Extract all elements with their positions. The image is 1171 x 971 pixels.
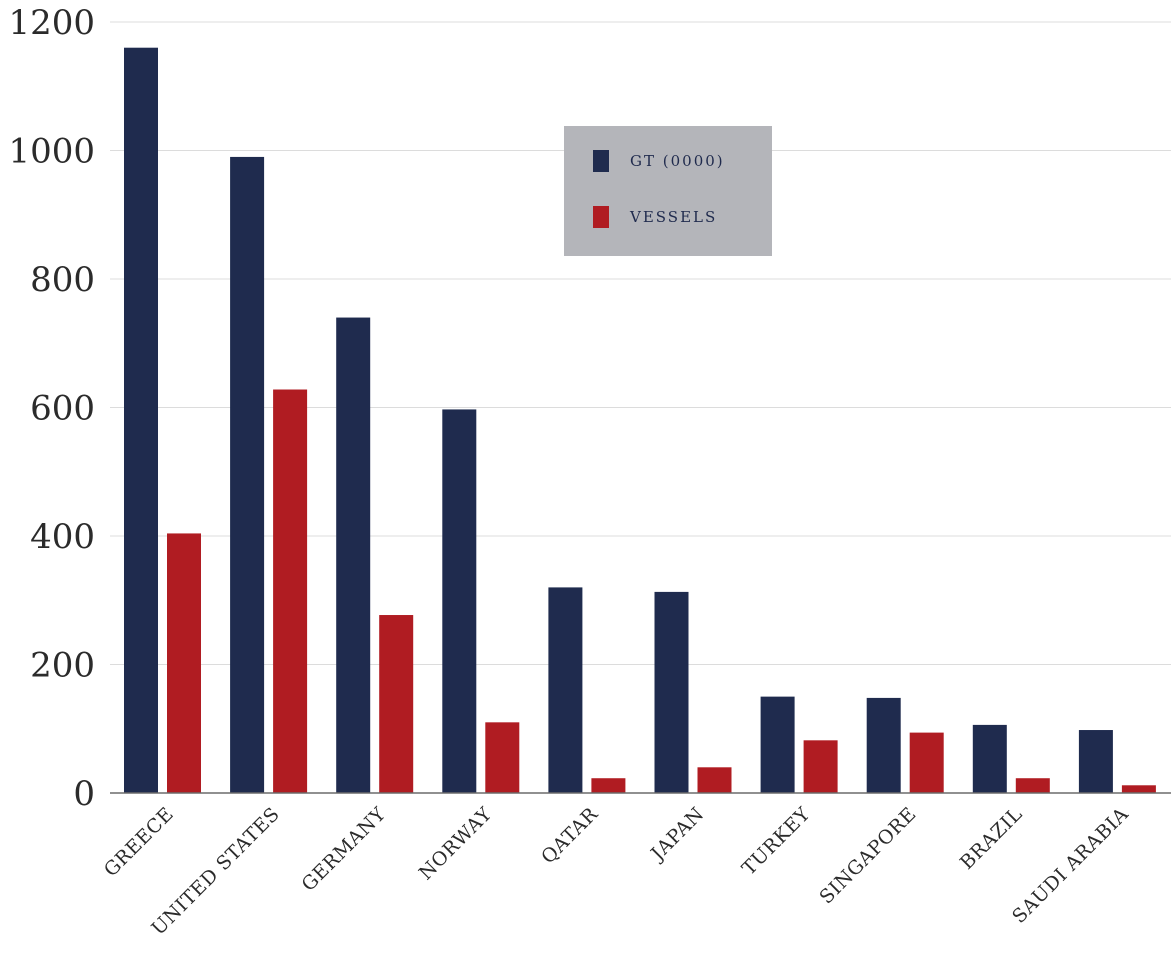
x-tick-label: NORWAY [415, 803, 496, 884]
bar-gt-japan [654, 591, 689, 793]
legend: GT (0000) VESSELS [564, 126, 772, 256]
legend-label-gt: GT (0000) [630, 152, 725, 170]
bar-gt-saudi-arabia [1078, 730, 1113, 793]
y-tick-label: 1000 [8, 132, 95, 172]
y-tick-label: 400 [30, 517, 95, 557]
bar-gt-singapore [866, 697, 901, 793]
legend-swatch-gt [593, 150, 609, 172]
bar-vessels-norway [485, 722, 520, 793]
x-tick-label: SAUDI ARABIA [1008, 803, 1133, 928]
x-tick-label: QATAR [537, 803, 602, 868]
y-tick-label: 1200 [8, 3, 95, 43]
x-tick-label: TURKEY [738, 803, 815, 880]
bar-gt-brazil [972, 724, 1007, 793]
y-tick-label: 600 [30, 389, 95, 429]
x-tick-label: BRAZIL [956, 803, 1027, 874]
bar-gt-norway [442, 409, 477, 793]
bar-vessels-qatar [591, 778, 626, 793]
bar-gt-turkey [760, 696, 795, 793]
bar-vessels-brazil [1015, 778, 1050, 793]
bar-vessels-saudi-arabia [1121, 785, 1156, 793]
bar-vessels-united-states [273, 389, 308, 793]
legend-background [564, 126, 772, 256]
bars [124, 47, 1156, 794]
bar-gt-greece [124, 47, 158, 793]
y-tick-label: 800 [30, 260, 95, 300]
bar-gt-united-states [230, 156, 265, 794]
x-tick-label: GREECE [100, 803, 178, 881]
bar-gt-germany [336, 317, 371, 793]
y-axis-ticks: 0 200 400 600 800 1000 1200 [8, 3, 95, 814]
gridlines [110, 21, 1171, 665]
y-tick-label: 200 [30, 646, 95, 686]
x-tick-label: JAPAN [645, 803, 708, 866]
x-tick-label: SINGAPORE [815, 803, 920, 908]
bar-vessels-greece [167, 533, 201, 793]
y-tick-label: 0 [73, 774, 95, 814]
x-tick-label: GERMANY [297, 803, 390, 896]
legend-swatch-vessels [593, 206, 609, 228]
bar-vessels-germany [379, 615, 414, 793]
bar-vessels-singapore [909, 732, 944, 793]
bar-gt-qatar [548, 587, 583, 793]
legend-label-vessels: VESSELS [629, 208, 717, 226]
bar-vessels-turkey [803, 740, 838, 793]
bar-vessels-japan [697, 767, 732, 793]
